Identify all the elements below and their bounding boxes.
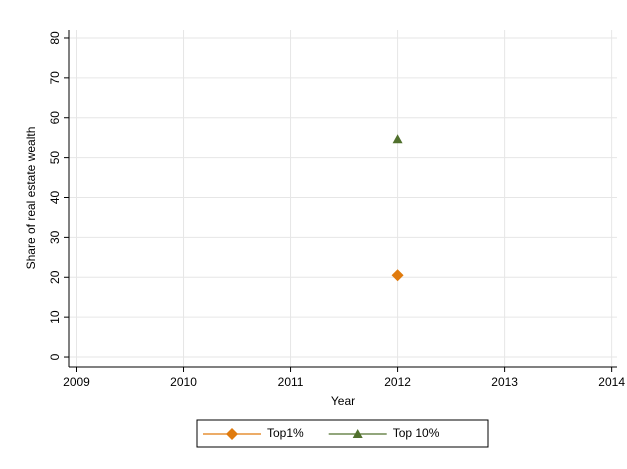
legend-marker: [352, 429, 363, 438]
y-tick-label: 40: [48, 191, 62, 205]
y-tick-label: 80: [48, 31, 62, 45]
y-tick-label: 50: [48, 151, 62, 165]
y-tick-label: 70: [48, 71, 62, 85]
data-point: [391, 269, 404, 282]
y-tick-label: 10: [48, 310, 62, 324]
x-tick-label: 2010: [170, 375, 197, 389]
x-tick-label: 2011: [278, 375, 304, 389]
legend-marker: [226, 428, 238, 440]
y-tick-label: 20: [48, 270, 62, 284]
x-axis-label: Year: [331, 394, 355, 408]
x-tick-label: 2009: [63, 375, 90, 389]
y-axis-label: Share of real estate wealth: [24, 127, 38, 270]
y-tick-label: 60: [48, 111, 62, 125]
legend-label: Top1%: [267, 426, 304, 440]
x-tick-label: 2013: [491, 375, 518, 389]
legend-label: Top 10%: [393, 426, 440, 440]
x-tick-label: 2014: [598, 375, 625, 389]
x-tick-label: 2012: [384, 375, 411, 389]
data-point: [392, 134, 403, 144]
y-tick-label: 30: [48, 230, 62, 244]
y-tick-label: 0: [48, 353, 62, 360]
